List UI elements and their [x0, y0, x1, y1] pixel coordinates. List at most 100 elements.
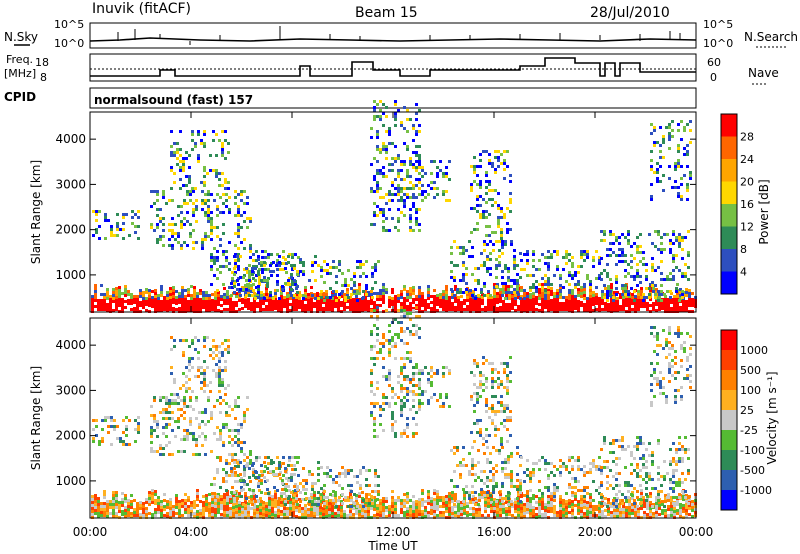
velocity-cell [400, 432, 403, 435]
velocity-cell [350, 484, 353, 487]
power-cell [603, 269, 606, 272]
velocity-cell [302, 479, 305, 482]
power-cell [307, 305, 310, 308]
power-cell [409, 305, 412, 308]
velocity-cell [317, 491, 320, 494]
velocity-cell [94, 503, 97, 506]
velocity-cell [490, 498, 493, 501]
power-cell [600, 272, 603, 275]
power-cell [628, 307, 631, 310]
power-cell [580, 253, 583, 256]
velocity-cell [266, 467, 269, 470]
velocity-cell [643, 505, 646, 508]
power-cell [424, 308, 427, 311]
velocity-cell [191, 366, 194, 369]
power-cell [328, 299, 331, 302]
velocity-cell [180, 450, 183, 453]
power-cell [213, 247, 216, 250]
velocity-cell [319, 503, 322, 506]
power-cell [675, 239, 678, 242]
power-cell [462, 273, 465, 276]
velocity-cell [532, 515, 535, 518]
power-cell [643, 305, 646, 308]
power-cell [631, 308, 634, 311]
velocity-cell [224, 339, 227, 342]
power-cell [489, 294, 492, 297]
power-cell [654, 293, 657, 296]
power-cell [222, 202, 225, 205]
power-cell [476, 183, 479, 186]
power-cell [553, 274, 556, 277]
power-cell [219, 238, 222, 241]
power-cell [538, 259, 541, 262]
power-cell [473, 156, 476, 159]
power-cell [526, 253, 529, 256]
velocity-cell [231, 453, 234, 456]
velocity-cell [424, 506, 427, 509]
velocity-cell [637, 507, 640, 510]
power-cell [262, 293, 265, 296]
velocity-cell [559, 510, 562, 513]
velocity-cell [165, 423, 168, 426]
velocity-cell [691, 503, 694, 506]
velocity-cell [100, 511, 103, 514]
power-cell [91, 304, 94, 307]
velocity-cell [613, 506, 616, 509]
power-cell [491, 198, 494, 201]
power-cell [403, 160, 406, 163]
velocity-cell [655, 502, 658, 505]
velocity-cell [151, 513, 154, 516]
power-cell [615, 281, 618, 284]
velocity-cell [137, 431, 140, 434]
power-cell [497, 216, 500, 219]
power-cell [637, 305, 640, 308]
velocity-cell [94, 497, 97, 500]
power-cell [156, 199, 159, 202]
velocity-cell [202, 501, 205, 504]
power-cell [365, 284, 368, 287]
power-cell [266, 282, 269, 285]
velocity-cell [172, 511, 175, 514]
velocity-cell [106, 515, 109, 518]
velocity-cell [190, 501, 193, 504]
velocity-cell [598, 510, 601, 513]
power-cell [192, 202, 195, 205]
power-cell [204, 214, 207, 217]
power-cell [436, 187, 439, 190]
velocity-cell [275, 467, 278, 470]
velocity-cell [218, 369, 221, 372]
power-cell [568, 300, 571, 303]
velocity-cell [280, 495, 283, 498]
power-cell [394, 307, 397, 310]
power-cell [650, 123, 653, 126]
power-cell [283, 302, 286, 305]
power-cell [462, 261, 465, 264]
power-cell [450, 246, 453, 249]
velocity-cell [445, 504, 448, 507]
velocity-cell [571, 503, 574, 506]
velocity-cell [112, 500, 115, 503]
velocity-cell [418, 507, 421, 510]
power-cell [157, 300, 160, 303]
power-cell [532, 295, 535, 298]
power-cell [415, 151, 418, 154]
power-cell [675, 236, 678, 239]
velocity-cell [285, 477, 288, 480]
velocity-cell [169, 504, 172, 507]
power-cell [201, 202, 204, 205]
power-cell [290, 264, 293, 267]
power-cell [479, 159, 482, 162]
power-cell [494, 168, 497, 171]
power-cell [373, 223, 376, 226]
power-cell [178, 292, 181, 295]
velocity-cell [326, 472, 329, 475]
velocity-cell [243, 465, 246, 468]
power-cell [451, 290, 454, 293]
velocity-cell [344, 499, 347, 502]
power-cell [219, 265, 222, 268]
power-cell [344, 278, 347, 281]
velocity-cell [292, 511, 295, 514]
power-cell [466, 299, 469, 302]
velocity-cell [112, 497, 115, 500]
power-cell [201, 199, 204, 202]
